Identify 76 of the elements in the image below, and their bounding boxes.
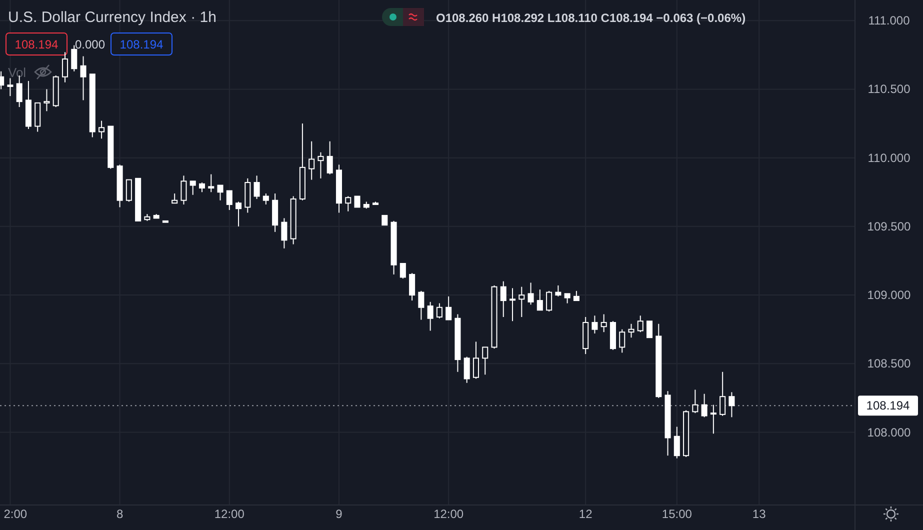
candlestick xyxy=(592,315,598,334)
x-tick-label: 12 xyxy=(578,507,593,521)
x-tick-label: 9 xyxy=(336,507,343,521)
candlestick xyxy=(692,389,698,414)
candlestick xyxy=(472,341,479,380)
candlestick xyxy=(564,293,570,304)
candlestick xyxy=(44,88,50,112)
candlestick xyxy=(464,356,470,384)
annotation: O108.260 H108.292 L108.110 C108.194 −0.063 (−0.06%) xyxy=(436,11,746,25)
candlestick xyxy=(318,152,324,179)
candlestick xyxy=(226,190,232,210)
candlestick xyxy=(190,180,196,196)
candlestick xyxy=(518,286,525,318)
annotation: 0.000 xyxy=(75,38,106,52)
candlestick xyxy=(345,196,352,212)
candlestick xyxy=(427,301,434,332)
annotation: 108.194 xyxy=(120,38,164,52)
candlestick xyxy=(98,120,105,140)
x-tick-label: 13 xyxy=(752,507,766,521)
y-tick-label: 108.000 xyxy=(867,425,912,440)
candlestick xyxy=(326,140,333,175)
candlestick xyxy=(236,201,242,227)
candlestick xyxy=(701,393,708,418)
candlestick xyxy=(546,290,552,312)
candlestick xyxy=(500,280,506,318)
text: U.S. Dollar Currency Index · 1h xyxy=(8,9,216,26)
candlestick xyxy=(710,404,716,434)
candlestick xyxy=(436,302,442,319)
candlestick xyxy=(208,174,214,193)
candlestick xyxy=(198,182,206,193)
candlestick xyxy=(720,371,726,416)
candlestick xyxy=(217,184,224,201)
candlestick xyxy=(418,290,424,320)
candlestick xyxy=(382,214,388,226)
y-tick-label: 110.500 xyxy=(868,82,911,96)
candlestick xyxy=(180,175,187,205)
x-tick-label: 12:00 xyxy=(434,507,464,521)
candlestick xyxy=(409,272,416,302)
y-tick-label: 110.000 xyxy=(868,150,911,165)
candlestick xyxy=(254,175,260,200)
x-tick-label: 15:00 xyxy=(662,507,692,521)
candlestick xyxy=(308,140,315,180)
candlestick xyxy=(637,315,644,333)
candlestick xyxy=(354,196,360,208)
candlestick xyxy=(71,44,78,72)
candlestick xyxy=(7,78,14,97)
candlestick xyxy=(573,290,580,302)
candlestick xyxy=(555,284,562,297)
annotation: 108.194 xyxy=(14,38,59,52)
x-tick-label: 8 xyxy=(116,507,124,521)
y-tick-label: 109.000 xyxy=(867,288,912,302)
candlestick xyxy=(262,192,269,205)
candlestick xyxy=(619,328,626,354)
candlestick xyxy=(536,289,543,311)
candlestick xyxy=(728,392,735,418)
x-tick-label: 2:00 xyxy=(4,507,28,521)
candlestick xyxy=(482,346,488,376)
y-tick-label: 111.000 xyxy=(868,14,910,28)
annotation: Vol xyxy=(8,65,26,80)
y-tick-label: 108.500 xyxy=(867,356,912,371)
candlestick xyxy=(400,262,406,280)
candlestick xyxy=(126,179,132,202)
candlestick xyxy=(628,323,634,338)
y-tick-label: 109.500 xyxy=(867,219,912,234)
candlestick xyxy=(510,288,516,322)
candlestick xyxy=(600,314,607,333)
candlestick xyxy=(80,56,86,101)
candlestick xyxy=(281,218,288,249)
candlestick xyxy=(34,102,41,132)
candlestick xyxy=(446,296,452,320)
candlestick xyxy=(528,282,534,306)
ref-line-label: 108.194 xyxy=(866,398,910,413)
x-tick-label: 12:00 xyxy=(214,507,245,521)
candlestick xyxy=(674,426,680,459)
candlestick xyxy=(172,192,178,204)
candlestick xyxy=(646,320,653,338)
